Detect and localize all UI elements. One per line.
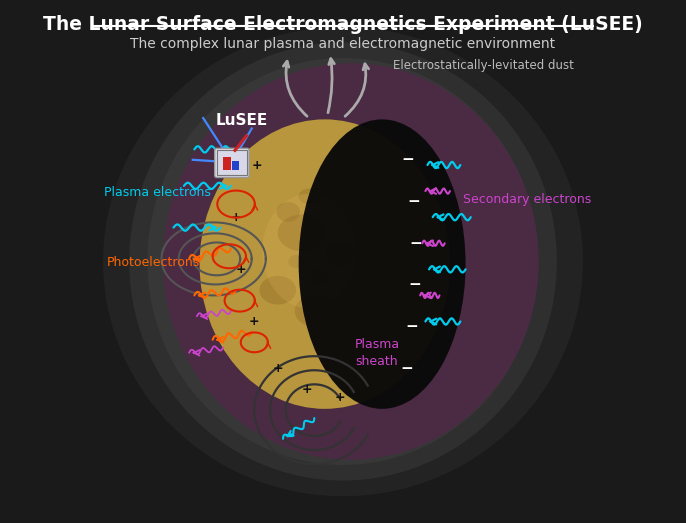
Text: Electrostatically-levitated dust: Electrostatically-levitated dust xyxy=(392,60,573,72)
Ellipse shape xyxy=(259,276,296,304)
Bar xyxy=(223,157,231,170)
Text: +: + xyxy=(249,315,259,328)
Ellipse shape xyxy=(326,242,355,265)
Ellipse shape xyxy=(103,27,583,496)
Text: The complex lunar plasma and electromagnetic environment: The complex lunar plasma and electromagn… xyxy=(130,37,556,51)
Text: +: + xyxy=(272,362,283,375)
Text: +: + xyxy=(301,383,312,396)
Text: −: − xyxy=(407,194,420,209)
Ellipse shape xyxy=(278,214,324,251)
Bar xyxy=(233,161,239,170)
Text: −: − xyxy=(402,152,414,167)
Ellipse shape xyxy=(262,194,356,309)
Ellipse shape xyxy=(310,270,329,285)
Ellipse shape xyxy=(129,42,557,481)
Ellipse shape xyxy=(298,188,320,204)
Text: +: + xyxy=(335,391,346,404)
Text: −: − xyxy=(409,278,421,292)
Text: +: + xyxy=(230,211,241,224)
Ellipse shape xyxy=(200,119,450,409)
Text: −: − xyxy=(400,361,413,376)
Bar xyxy=(217,151,247,175)
Text: Plasma
sheath: Plasma sheath xyxy=(355,338,399,368)
Ellipse shape xyxy=(295,295,334,327)
Ellipse shape xyxy=(276,202,300,222)
Text: The Lunar Surface Electromagnetics Experiment (LuSEE): The Lunar Surface Electromagnetics Exper… xyxy=(43,15,643,35)
Text: Secondary electrons: Secondary electrons xyxy=(463,194,591,207)
Text: LuSEE: LuSEE xyxy=(215,113,268,128)
Text: +: + xyxy=(252,158,262,172)
FancyBboxPatch shape xyxy=(215,149,249,177)
Ellipse shape xyxy=(147,58,539,465)
Text: +: + xyxy=(236,263,246,276)
Text: −: − xyxy=(410,236,423,251)
Ellipse shape xyxy=(298,119,466,409)
Text: Photoelectrons: Photoelectrons xyxy=(107,256,200,269)
Text: −: − xyxy=(405,319,418,334)
Ellipse shape xyxy=(163,63,539,460)
Ellipse shape xyxy=(288,255,304,268)
Text: Plasma electrons: Plasma electrons xyxy=(104,186,211,199)
